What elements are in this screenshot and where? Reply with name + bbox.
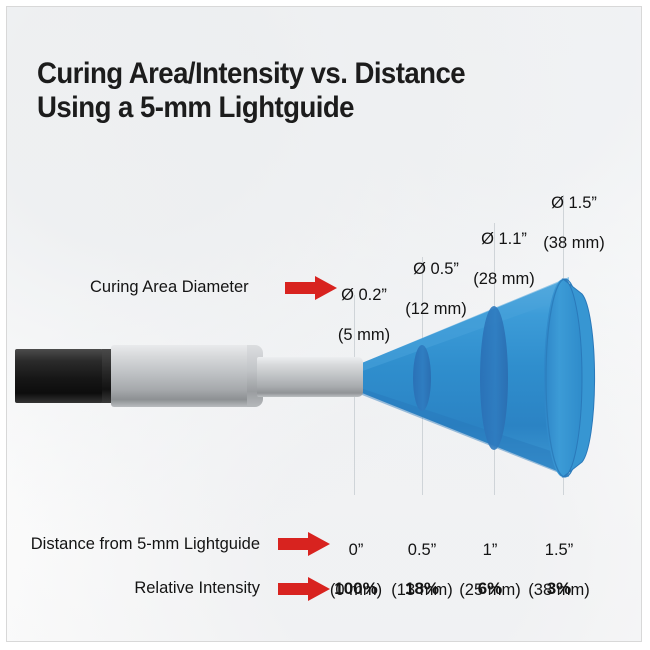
diameter-0in-inch: Ø 0.2” xyxy=(341,286,387,304)
distance-1in-inch: 1” xyxy=(482,541,498,559)
lightguide-tip xyxy=(257,357,363,397)
intensity-cell-0in: 100% xyxy=(334,579,378,598)
distance-cell-1in: 1” (25 mm) xyxy=(447,520,533,600)
intensity-row-arrow-icon xyxy=(278,576,330,607)
diameter-05in-inch: Ø 0.5” xyxy=(413,260,459,278)
diameter-1in-inch: Ø 1.1” xyxy=(481,230,527,248)
distance-15in-inch: 1.5” xyxy=(544,541,574,559)
intensity-cell-05in: 18% xyxy=(404,579,440,598)
page-title: Curing Area/Intensity vs. Distance Using … xyxy=(37,57,552,125)
cone-highlight-top xyxy=(357,277,569,373)
intensity-cell-15in: 3% xyxy=(546,579,572,598)
distance-cell-15in: 1.5” (38 mm) xyxy=(516,520,602,600)
figure-frame: Curing Area/Intensity vs. Distance Using … xyxy=(6,6,642,642)
cone-section-15in xyxy=(544,279,582,477)
distance-1in-mm: (25 mm) xyxy=(459,581,521,599)
diameter-label-1in: Ø 1.1” (28 mm) xyxy=(465,209,543,289)
cone-svg xyxy=(357,277,596,478)
curing-area-diameter-label: Curing Area Diameter xyxy=(90,278,249,296)
diameter-label-15in: Ø 1.5” (38 mm) xyxy=(535,173,613,253)
distance-cell-05in: 0.5” (13 mm) xyxy=(379,520,465,600)
diameter-label-0in: Ø 0.2” (5 mm) xyxy=(329,265,399,345)
diameter-15in-inch: Ø 1.5” xyxy=(551,194,597,212)
diameter-0in-mm: (5 mm) xyxy=(337,326,391,344)
cone-section-1in xyxy=(480,306,508,450)
diameter-label-05in: Ø 0.5” (12 mm) xyxy=(397,239,475,319)
diameter-1in-mm: (28 mm) xyxy=(473,270,535,288)
distance-0in-mm: (0 mm) xyxy=(329,581,383,599)
diameter-15in-mm: (38 mm) xyxy=(543,234,605,252)
curing-area-arrow-icon xyxy=(285,275,337,306)
cone-end-cap-outline xyxy=(561,278,596,478)
lightguide-gray-barrel xyxy=(111,345,257,407)
distance-05in-mm: (13 mm) xyxy=(391,581,453,599)
diameter-05in-mm: (12 mm) xyxy=(405,300,467,318)
lightguide-black-sheath xyxy=(15,349,111,403)
cone-end-cap xyxy=(563,279,595,477)
light-cone-graphic xyxy=(7,7,641,641)
distance-15in-mm: (38 mm) xyxy=(528,581,590,599)
distance-0in-inch: 0” xyxy=(348,541,364,559)
title-line-2: Using a 5-mm Lightguide xyxy=(37,91,355,124)
intensity-cell-1in: 6% xyxy=(477,579,503,598)
distance-row-label: Distance from 5-mm Lightguide xyxy=(30,535,260,553)
title-line-1: Curing Area/Intensity vs. Distance xyxy=(37,57,466,90)
cone-body xyxy=(357,279,567,475)
intensity-row-label: Relative Intensity xyxy=(134,579,260,597)
distance-row-arrow-icon xyxy=(278,531,330,562)
distance-cell-0in: 0” (0 mm) xyxy=(313,520,399,600)
distance-05in-inch: 0.5” xyxy=(407,541,437,559)
cone-section-05in xyxy=(413,345,431,411)
cone-shadow-bottom xyxy=(357,387,569,477)
